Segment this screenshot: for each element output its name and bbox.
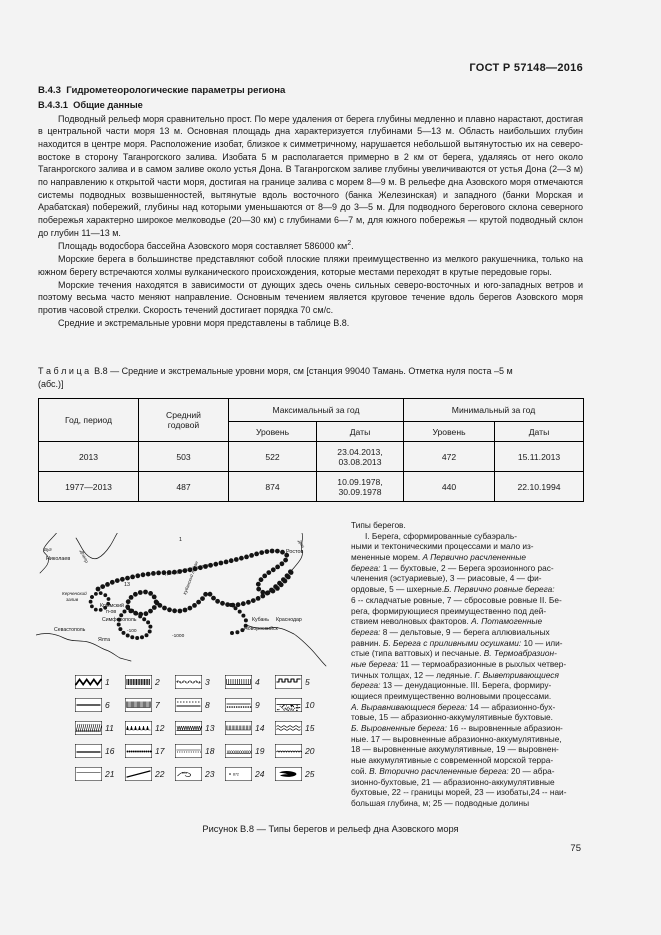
svg-text:Севастополь: Севастополь	[54, 627, 86, 633]
svg-text:-1000: -1000	[172, 633, 185, 639]
svg-text:Керченский: Керченский	[62, 590, 87, 596]
svg-text:п-ов: п-ов	[106, 609, 116, 615]
svg-text:Ялта: Ялта	[98, 637, 110, 643]
svg-text:872: 872	[233, 773, 239, 777]
svg-text:Кубань: Кубань	[252, 617, 269, 623]
svg-text:872: 872	[182, 771, 187, 775]
svg-text:Кубанский лиман: Кубанский лиман	[182, 560, 199, 595]
svg-text:Дон: Дон	[297, 538, 306, 549]
svg-text:Буг: Буг	[44, 547, 52, 553]
svg-text:-100: -100	[127, 628, 137, 634]
svg-text:1: 1	[179, 537, 182, 543]
svg-text:Днепр: Днепр	[79, 548, 90, 564]
svg-text:Крымский: Крымский	[100, 602, 124, 609]
svg-text:Ростов: Ростов	[286, 549, 303, 555]
svg-text:Николаев: Николаев	[46, 556, 70, 562]
svg-text:Симферополь: Симферополь	[102, 617, 137, 623]
svg-text:Новороссийск: Новороссийск	[244, 625, 279, 632]
svg-text:Таганрогский залив: Таганрогский залив	[163, 561, 210, 578]
svg-text:13: 13	[124, 582, 130, 588]
svg-text:залив: залив	[65, 597, 79, 602]
svg-text:Краснодар: Краснодар	[276, 617, 302, 623]
